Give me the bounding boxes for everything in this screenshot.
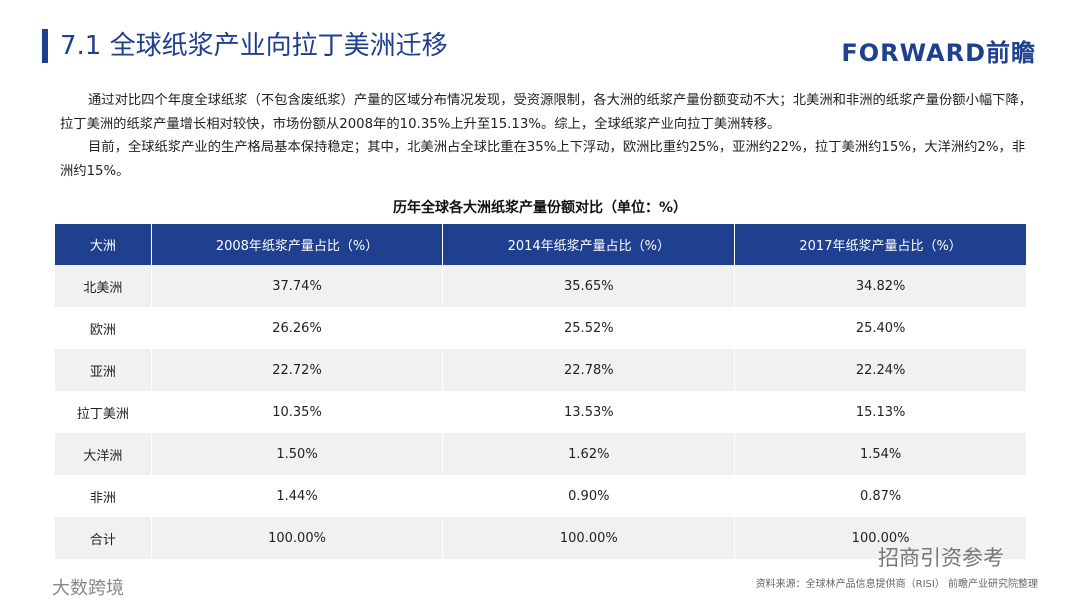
row: 北美洲 37.74% 35.65% 34.82% <box>55 265 1027 307</box>
row: 拉丁美洲 10.35% 13.53% 15.13% <box>55 391 1027 433</box>
title-bar <box>42 29 48 63</box>
watermark: 大数跨境 <box>52 578 124 599</box>
cell: 非洲 <box>55 475 152 517</box>
cell: 合计 <box>55 517 152 559</box>
row: 大洋洲 1.50% 1.62% 1.54% <box>55 433 1027 475</box>
watermark: 招商引资参考 <box>878 546 1004 570</box>
cell: 22.78% <box>442 349 736 391</box>
header-cell: 大洲 <box>55 224 152 265</box>
cell: 100.00% <box>151 517 444 559</box>
cell: 1.50% <box>151 433 444 475</box>
cell: 大洋洲 <box>55 433 152 475</box>
cell: 37.74% <box>151 265 444 307</box>
cell: 26.26% <box>151 307 444 349</box>
header-cell: 2008年纸浆产量占比（%） <box>151 224 444 265</box>
cell: 10.35% <box>151 391 444 433</box>
cell: 100.00% <box>442 517 736 559</box>
cell: 25.52% <box>442 307 736 349</box>
cell: 亚洲 <box>55 349 152 391</box>
row: 欧洲 26.26% 25.52% 25.40% <box>55 307 1027 349</box>
cell: 34.82% <box>734 265 1027 307</box>
title: 7.1 全球纸浆产业向拉丁美洲迁移 <box>60 31 448 61</box>
cell: 1.62% <box>442 433 736 475</box>
row: 亚洲 22.72% 22.78% 22.24% <box>55 349 1027 391</box>
cell: 13.53% <box>442 391 736 433</box>
header-cell: 2017年纸浆产量占比（%） <box>734 224 1027 265</box>
cell: 22.72% <box>151 349 444 391</box>
table: 大洲 2008年纸浆产量占比（%） 2014年纸浆产量占比（%） 2017年纸浆产量占… <box>55 224 1027 559</box>
logo: FORWARD前瞻 <box>841 39 1036 67</box>
cell: 100.00% <box>734 517 1027 559</box>
paragraph: 通过对比四个年度全球纸浆（不包含废纸浆）产量的区域分布情况发现，受资源限制，各大… <box>60 93 1033 132</box>
cell: 0.87% <box>734 475 1027 517</box>
body-text: 通过对比四个年度全球纸浆（不包含废纸浆）产量的区域分布情况发现，受资源限制，各大… <box>60 89 1035 183</box>
row: 非洲 1.44% 0.90% 0.87% <box>55 475 1027 517</box>
table-title: 历年全球各大洲纸浆产量份额对比（单位：%） <box>392 200 688 216</box>
cell: 北美洲 <box>55 265 152 307</box>
cell: 1.44% <box>151 475 444 517</box>
cell: 0.90% <box>442 475 736 517</box>
cell: 1.54% <box>734 433 1027 475</box>
row: 合计 100.00% 100.00% 100.00% <box>55 517 1027 559</box>
cell: 35.65% <box>442 265 736 307</box>
cell: 25.40% <box>734 307 1027 349</box>
cell: 欧洲 <box>55 307 152 349</box>
paragraph: 目前，全球纸浆产业的生产格局基本保持稳定；其中，北美洲占全球比重在35%上下浮动… <box>60 140 1026 179</box>
header-row: 大洲 2008年纸浆产量占比（%） 2014年纸浆产量占比（%） 2017年纸浆产量占… <box>55 224 1027 265</box>
header-cell: 2014年纸浆产量占比（%） <box>442 224 736 265</box>
source: 资料来源：全球林产品信息提供商（RISI） 前瞻产业研究院整理 <box>755 579 1038 590</box>
cell: 15.13% <box>734 391 1027 433</box>
cell: 拉丁美洲 <box>55 391 152 433</box>
cell: 22.24% <box>734 349 1027 391</box>
